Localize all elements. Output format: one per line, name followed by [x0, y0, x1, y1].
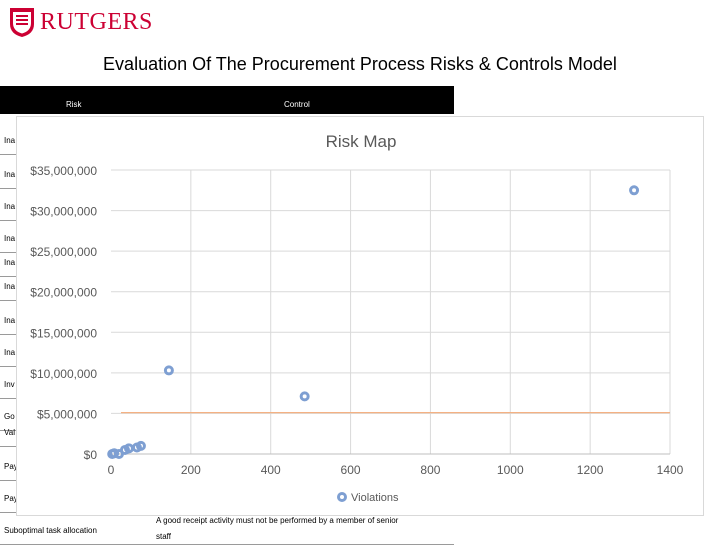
- chart-title: Risk Map: [326, 132, 397, 151]
- y-tick-label: $30,000,000: [30, 205, 97, 219]
- x-tick-label: 400: [261, 463, 281, 477]
- table-row-label: Ina: [4, 136, 16, 145]
- risk-map-chart: Risk Map $0 $5,000,000 $10,000,000 $15,000,…: [16, 116, 704, 516]
- y-tick-label: $5,000,000: [37, 407, 97, 421]
- table-row-label: Ina: [4, 282, 16, 291]
- y-tick-label: $0: [84, 448, 98, 462]
- y-tick-label: $10,000,000: [30, 367, 97, 381]
- x-tick-label: 1200: [577, 463, 604, 477]
- table-row-label: Suboptimal task allocation: [4, 526, 97, 535]
- rutgers-logo: RUTGERS: [8, 6, 152, 42]
- table-row-label: Ina: [4, 258, 16, 267]
- table-row-label: Val: [4, 428, 15, 437]
- data-points: [107, 185, 640, 459]
- grid: [111, 169, 671, 454]
- table-row-label: Pay: [4, 462, 18, 471]
- risk-column-header: Risk: [66, 100, 82, 109]
- x-tick-label: 200: [181, 463, 201, 477]
- control-column-header: Control: [284, 100, 310, 109]
- y-tick-label: $20,000,000: [30, 286, 97, 300]
- table-row-label: Ina: [4, 234, 16, 243]
- risk-map-svg: Risk Map $0 $5,000,000 $10,000,000 $15,000,…: [30, 132, 683, 504]
- y-tick-label: $15,000,000: [30, 326, 97, 340]
- data-point: [163, 365, 174, 376]
- table-row-label: Pay: [4, 494, 18, 503]
- table-row-label: Go: [4, 412, 15, 421]
- legend: Violations: [337, 492, 399, 504]
- table-row-label: Ina: [4, 170, 16, 179]
- data-point: [109, 448, 120, 459]
- x-tick-label: 1400: [657, 463, 684, 477]
- x-tick-label: 800: [420, 463, 440, 477]
- rutgers-wordmark: RUTGERS: [40, 9, 153, 35]
- table-row-label: Ina: [4, 348, 16, 357]
- table-row-label: Ina: [4, 202, 16, 211]
- rutgers-seal-icon: [10, 8, 34, 37]
- partial-control-text-2: staff: [156, 532, 171, 541]
- table-header: Risk Control: [0, 86, 454, 114]
- slide-title: Evaluation Of The Procurement Process Ri…: [103, 54, 617, 74]
- partial-control-text: A good receipt activity must not be perf…: [156, 516, 399, 525]
- x-tick-label: 1000: [497, 463, 524, 477]
- y-tick-label: $25,000,000: [30, 245, 97, 259]
- axes: $0 $5,000,000 $10,000,000 $15,000,000 $20,00…: [30, 164, 683, 477]
- table-row-label: Ina: [4, 316, 16, 325]
- data-point: [629, 185, 640, 196]
- data-point: [299, 391, 310, 402]
- data-point: [135, 440, 146, 451]
- x-tick-label: 600: [341, 463, 361, 477]
- legend-label: Violations: [351, 492, 399, 504]
- x-tick-label: 0: [108, 463, 115, 477]
- legend-marker: [337, 492, 347, 502]
- table-row-label: Inv: [4, 380, 15, 389]
- y-tick-label: $35,000,000: [30, 164, 97, 178]
